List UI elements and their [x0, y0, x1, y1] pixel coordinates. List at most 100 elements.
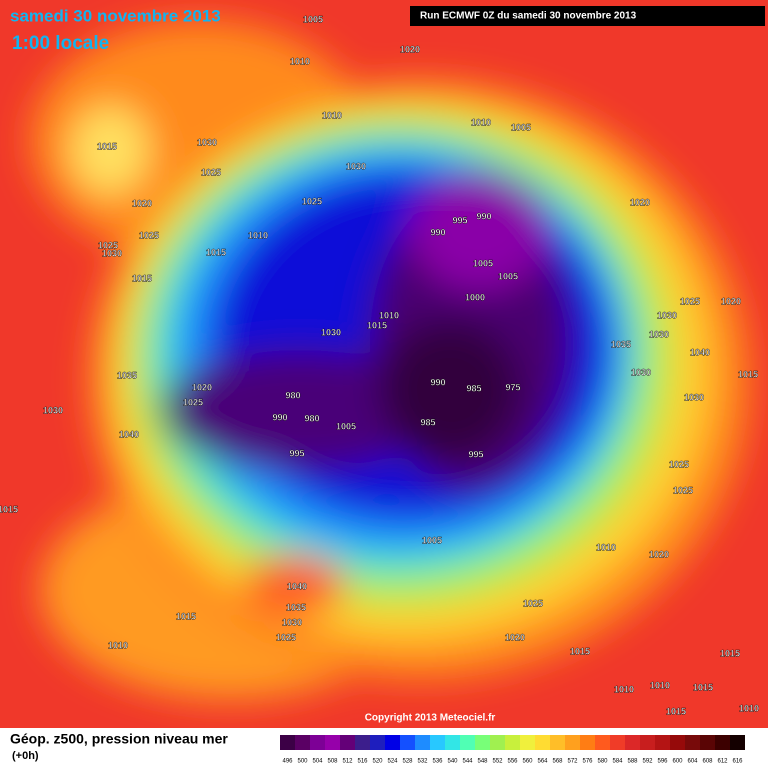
pressure-label: 980 [285, 390, 300, 400]
map-field: 1005 1010 1020 1010 1015 1030 1025 1030 1010 1005… [0, 0, 768, 728]
pressure-label: 1005 [303, 14, 323, 24]
colorbar-swatch [325, 735, 340, 750]
pressure-label: 1020 [721, 296, 741, 306]
pressure-label: 1035 [611, 339, 631, 349]
colorbar-label: 592 [642, 759, 653, 765]
colorbar-label: 584 [612, 759, 623, 765]
colorbar-swatch [565, 735, 580, 750]
colorbar-swatch [625, 735, 640, 750]
colorbar-label: 524 [387, 759, 398, 765]
pressure-label: 1010 [739, 703, 759, 713]
colorbar-label: 568 [552, 759, 563, 765]
pressure-label: 1025 [673, 485, 693, 495]
colorbar-swatch [610, 735, 625, 750]
pressure-label: 1030 [321, 327, 341, 337]
pressure-label: 1015 [738, 369, 758, 379]
colorbar-swatch [535, 735, 550, 750]
colorbar-swatch [310, 735, 325, 750]
pressure-label: 1025 [523, 598, 543, 608]
pressure-label: 1005 [422, 535, 442, 545]
pressure-label: 1020 [400, 44, 420, 54]
pressure-label: 1035 [286, 602, 306, 612]
pressure-label: 990 [430, 377, 445, 387]
colorbar-swatch [520, 735, 535, 750]
colorbar-label: 548 [477, 759, 488, 765]
colorbar-label: 556 [507, 759, 518, 765]
pressure-label: 1030 [346, 161, 366, 171]
colorbar-label: 504 [312, 759, 323, 765]
colorbar-label: 564 [537, 759, 548, 765]
lead-time: (+0h) [12, 750, 39, 762]
colorbar-swatch [280, 735, 295, 750]
pressure-label: 1010 [471, 117, 491, 127]
pressure-label: 995 [289, 448, 304, 458]
run-box [410, 6, 765, 26]
pressure-label: 1015 [132, 273, 152, 283]
pressure-label: 1025 [276, 632, 296, 642]
colorbar-label: 500 [297, 759, 308, 765]
colorbar-swatch [505, 735, 520, 750]
colorbar-label: 604 [687, 759, 698, 765]
colorbar-swatch [475, 735, 490, 750]
pressure-label: 975 [505, 382, 520, 392]
pressure-label: 990 [272, 412, 287, 422]
colorbar: 496 500 504 508 512 516 520 524 528 532 536 540 544 5… [280, 735, 745, 765]
colorbar-label: 600 [672, 759, 683, 765]
colorbar-label: 512 [342, 759, 353, 765]
colorbar-swatch [430, 735, 445, 750]
pressure-label: 1010 [596, 542, 616, 552]
colorbar-swatch [385, 735, 400, 750]
time-title: 1:00 locale [12, 33, 109, 54]
pressure-label: 980 [304, 413, 319, 423]
pressure-label: 990 [476, 211, 491, 221]
pressure-label: 1015 [97, 141, 117, 151]
pressure-label: 1010 [108, 640, 128, 650]
colorbar-label: 508 [327, 759, 338, 765]
colorbar-swatch [595, 735, 610, 750]
pressure-labels: 1005 1010 1020 1010 1015 1030 1025 1030 1010 1005… [0, 14, 759, 716]
colorbar-swatch [400, 735, 415, 750]
pressure-label: 1010 [248, 230, 268, 240]
pressure-label: 1025 [183, 397, 203, 407]
pressure-label: 1000 [465, 292, 485, 302]
pressure-label: 1030 [631, 367, 651, 377]
pressure-label: 1020 [192, 382, 212, 392]
pressure-label: 995 [468, 449, 483, 459]
colorbar-swatch [370, 735, 385, 750]
colorbar-swatch [355, 735, 370, 750]
colorbar-label: 616 [732, 759, 743, 765]
colorbar-swatch [655, 735, 670, 750]
colorbar-swatch [445, 735, 460, 750]
pressure-label: 1030 [197, 137, 217, 147]
pressure-label: 1030 [282, 617, 302, 627]
pressure-label: 1020 [505, 632, 525, 642]
pressure-label: 1010 [614, 684, 634, 694]
pressure-label: 1040 [690, 347, 710, 357]
colorbar-swatch [490, 735, 505, 750]
colorbar-label: 580 [597, 759, 608, 765]
pressure-label: 1025 [98, 240, 118, 250]
pressure-label: 985 [420, 417, 435, 427]
colorbar-label: 596 [657, 759, 668, 765]
run-info: Run ECMWF 0Z du samedi 30 novembre 2013 [420, 11, 637, 22]
colorbar-label: 496 [282, 759, 293, 765]
colorbar-swatch [415, 735, 430, 750]
pressure-label: 1015 [570, 646, 590, 656]
pressure-label: 1035 [117, 370, 137, 380]
colorbar-label: 560 [522, 759, 533, 765]
pressure-label: 1025 [139, 230, 159, 240]
pressure-label: 1010 [379, 310, 399, 320]
pressure-label: 1020 [630, 197, 650, 207]
colorbar-swatch [685, 735, 700, 750]
product: Géop. z500, pression niveau mer [10, 731, 228, 747]
pressure-label: 985 [466, 383, 481, 393]
pressure-label: 1025 [302, 196, 322, 206]
pressure-label: 990 [430, 227, 445, 237]
colorbar-label: 528 [402, 759, 413, 765]
pressure-label: 1025 [201, 167, 221, 177]
pressure-label: 995 [452, 215, 467, 225]
pressure-label: 1015 [720, 648, 740, 658]
pressure-label: 1010 [650, 680, 670, 690]
pressure-label: 1015 [206, 247, 226, 257]
colorbar-swatch [580, 735, 595, 750]
